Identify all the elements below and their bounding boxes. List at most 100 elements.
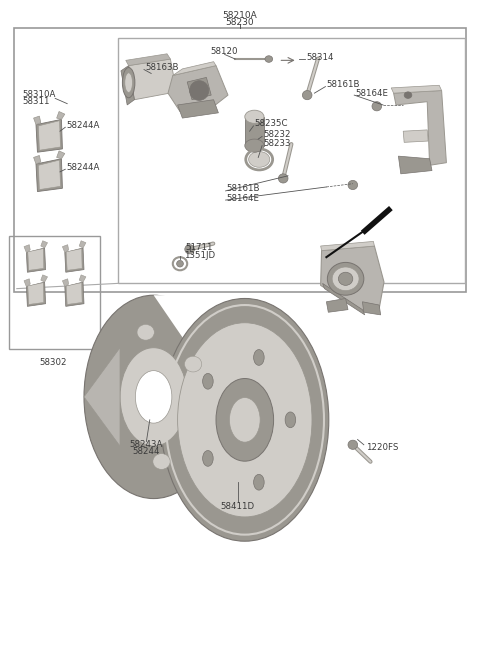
Ellipse shape: [285, 412, 296, 428]
Polygon shape: [24, 245, 30, 253]
Ellipse shape: [332, 267, 359, 291]
Polygon shape: [62, 279, 69, 287]
Ellipse shape: [253, 474, 264, 490]
Ellipse shape: [249, 152, 270, 167]
Polygon shape: [168, 66, 228, 112]
Bar: [9, 236, 100, 349]
Ellipse shape: [203, 451, 213, 466]
Polygon shape: [65, 282, 84, 306]
Polygon shape: [173, 62, 216, 75]
Ellipse shape: [327, 262, 364, 295]
Polygon shape: [36, 119, 62, 152]
Ellipse shape: [348, 440, 358, 449]
Polygon shape: [26, 248, 46, 272]
Polygon shape: [398, 156, 432, 174]
Ellipse shape: [348, 180, 358, 190]
Ellipse shape: [404, 92, 412, 98]
Polygon shape: [129, 59, 177, 100]
Polygon shape: [394, 91, 446, 165]
Polygon shape: [34, 155, 41, 164]
Text: 58232: 58232: [263, 130, 290, 139]
Text: 1351JD: 1351JD: [184, 251, 215, 260]
Ellipse shape: [120, 348, 187, 446]
Text: 58310A: 58310A: [22, 90, 56, 99]
Ellipse shape: [302, 91, 312, 100]
Text: 58161B: 58161B: [326, 80, 360, 89]
Text: 58230: 58230: [226, 18, 254, 27]
Polygon shape: [321, 246, 384, 312]
Polygon shape: [121, 66, 134, 105]
Polygon shape: [57, 112, 65, 119]
Text: 58411D: 58411D: [220, 502, 255, 511]
Text: 58233: 58233: [263, 139, 290, 148]
Text: 58244A: 58244A: [66, 163, 100, 172]
Polygon shape: [28, 283, 44, 304]
Polygon shape: [178, 100, 218, 118]
Bar: [14, 28, 466, 292]
Polygon shape: [36, 159, 62, 192]
Polygon shape: [28, 249, 44, 270]
Text: 58314: 58314: [306, 53, 334, 62]
Ellipse shape: [102, 411, 120, 427]
Ellipse shape: [125, 73, 132, 92]
Polygon shape: [41, 275, 48, 282]
Polygon shape: [403, 130, 428, 142]
Polygon shape: [65, 248, 84, 272]
Text: 58161B: 58161B: [227, 184, 260, 194]
Ellipse shape: [278, 174, 288, 183]
Polygon shape: [38, 160, 60, 190]
Polygon shape: [26, 282, 46, 306]
Text: 58244: 58244: [132, 447, 160, 457]
Ellipse shape: [161, 298, 329, 541]
Polygon shape: [57, 151, 65, 159]
Polygon shape: [84, 348, 120, 446]
Polygon shape: [154, 295, 223, 397]
Text: 58243A: 58243A: [130, 440, 163, 449]
Ellipse shape: [177, 260, 183, 267]
Bar: [118, 38, 465, 283]
Polygon shape: [126, 54, 170, 66]
Ellipse shape: [338, 272, 353, 285]
Text: 58210A: 58210A: [223, 10, 257, 20]
Ellipse shape: [178, 323, 312, 517]
Polygon shape: [24, 279, 30, 287]
Ellipse shape: [137, 325, 155, 340]
Text: 58164E: 58164E: [227, 194, 260, 203]
Polygon shape: [326, 298, 348, 312]
Ellipse shape: [135, 371, 172, 423]
Polygon shape: [66, 249, 82, 270]
Polygon shape: [41, 241, 48, 248]
Text: 1220FS: 1220FS: [366, 443, 398, 452]
Text: 58302: 58302: [39, 358, 67, 367]
Polygon shape: [34, 116, 41, 125]
Ellipse shape: [245, 110, 264, 123]
Ellipse shape: [253, 350, 264, 365]
Ellipse shape: [153, 453, 170, 469]
Polygon shape: [66, 283, 82, 304]
Ellipse shape: [84, 295, 223, 499]
Text: 58235C: 58235C: [254, 119, 288, 128]
Ellipse shape: [245, 139, 264, 152]
Text: 58163B: 58163B: [145, 63, 179, 72]
Ellipse shape: [190, 81, 209, 100]
Polygon shape: [38, 121, 60, 150]
Ellipse shape: [185, 245, 194, 254]
Text: 51711: 51711: [185, 243, 213, 252]
Text: 58244A: 58244A: [66, 121, 100, 131]
Text: 58120: 58120: [211, 47, 239, 56]
Polygon shape: [323, 283, 365, 315]
Polygon shape: [79, 241, 86, 248]
Polygon shape: [62, 245, 69, 253]
Text: 58311: 58311: [22, 97, 49, 106]
Ellipse shape: [265, 56, 273, 62]
Ellipse shape: [372, 102, 382, 111]
Polygon shape: [362, 302, 381, 315]
Polygon shape: [391, 85, 442, 93]
Ellipse shape: [229, 398, 260, 442]
Ellipse shape: [203, 373, 213, 389]
Polygon shape: [321, 241, 374, 251]
Polygon shape: [79, 275, 86, 282]
Polygon shape: [245, 117, 264, 146]
Text: 58164E: 58164E: [355, 89, 388, 98]
Ellipse shape: [216, 379, 274, 461]
